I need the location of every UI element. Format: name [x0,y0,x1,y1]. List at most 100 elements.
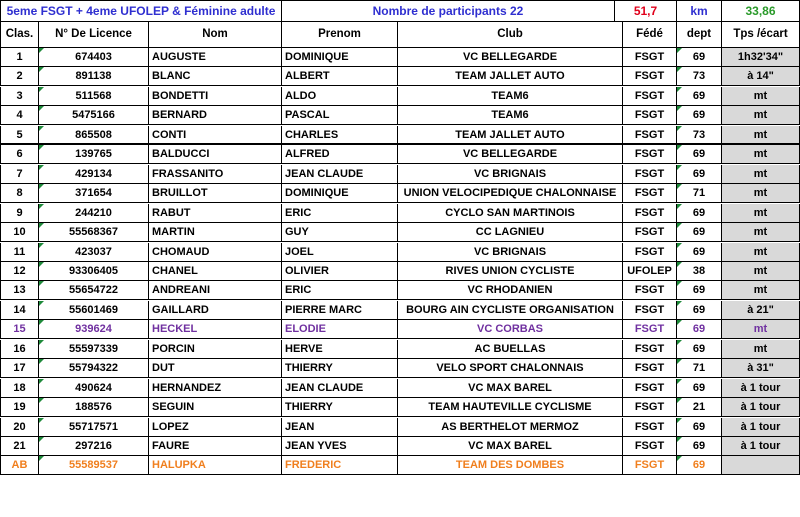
cell-licence: 55589537 [39,456,149,476]
cell-prenom: JEAN CLAUDE [282,164,398,184]
cell-nom: BLANC [149,67,282,87]
cell-licence: 490624 [39,378,149,398]
distance-value: 51,7 [615,0,677,22]
cell-dept: 69 [677,437,722,456]
cell-dept: 69 [677,456,722,476]
cell-club: RIVES UNION CYCLISTE [398,261,623,281]
cell-nom: LOPEZ [149,417,282,437]
cell-nom: MARTIN [149,223,282,243]
cell-club: UNION VELOCIPEDIQUE CHALONNAISE [398,184,623,204]
table-row: 19 188576 SEGUIN THIERRY TEAM HAUTEVILLE CYC… [0,398,800,418]
cell-licence: 55794322 [39,359,149,379]
cell-nom: HERNANDEZ [149,378,282,398]
cell-prenom: THIERRY [282,398,398,418]
cell-dept: 69 [677,106,722,126]
table-row: 6 139765 BALDUCCI ALFRED VC BELLEGARDE FSGT 69… [0,145,800,165]
cell-fede: FSGT [623,223,677,243]
cell-licence: 244210 [39,203,149,223]
table-row: 16 55597339 PORCIN HERVE AC BUELLAS FSGT 69 mt [0,339,800,359]
cell-prenom: ERIC [282,203,398,223]
cell-clas: 7 [0,164,39,184]
table-row: 18 490624 HERNANDEZ JEAN CLAUDE VC MAX BAREL… [0,378,800,398]
cell-fede: FSGT [623,242,677,262]
cell-fede: FSGT [623,300,677,320]
participants-count: Nombre de participants 22 [282,0,615,22]
cell-club: VC MAX BAREL [398,437,623,456]
cell-clas: 4 [0,106,39,126]
cell-clas: 2 [0,67,39,87]
table-row: 4 5475166 BERNARD PASCAL TEAM6 FSGT 69 mt [0,106,800,126]
cell-tps: mt [722,281,800,301]
cell-dept: 69 [677,223,722,243]
table-row: 10 55568367 MARTIN GUY CC LAGNIEU FSGT 69 mt [0,223,800,243]
cell-licence: 55717571 [39,417,149,437]
cell-fede: FSGT [623,359,677,379]
cell-fede: FSGT [623,48,677,67]
cell-club: CC LAGNIEU [398,223,623,243]
header-club: Club [398,22,623,48]
cell-nom: SEGUIN [149,398,282,418]
cell-prenom: JOEL [282,242,398,262]
cell-fede: FSGT [623,378,677,398]
cell-licence: 511568 [39,86,149,106]
cell-dept: 71 [677,359,722,379]
cell-nom: DUT [149,359,282,379]
cell-clas: 6 [0,145,39,165]
cell-licence: 188576 [39,398,149,418]
cell-tps: à 14" [722,67,800,87]
cell-prenom: JEAN [282,417,398,437]
cell-licence: 429134 [39,164,149,184]
table-row: 9 244210 RABUT ERIC CYCLO SAN MARTINOIS FSGT 6… [0,203,800,223]
table-row: 21 297216 FAURE JEAN YVES VC MAX BAREL FSGT 69… [0,437,800,456]
cell-dept: 69 [677,320,722,340]
cell-licence: 297216 [39,437,149,456]
cell-prenom: GUY [282,223,398,243]
cell-dept: 21 [677,398,722,418]
cell-fede: FSGT [623,125,677,145]
cell-prenom: CHARLES [282,125,398,145]
cell-fede: FSGT [623,456,677,476]
cell-fede: FSGT [623,184,677,204]
cell-clas: 5 [0,125,39,145]
cell-licence: 55568367 [39,223,149,243]
table-row: 5 865508 CONTI CHARLES TEAM JALLET AUTO FSGT 7… [0,125,800,145]
cell-nom: AUGUSTE [149,48,282,67]
cell-dept: 69 [677,242,722,262]
cell-licence: 865508 [39,125,149,145]
cell-nom: BALDUCCI [149,145,282,165]
cell-clas: 10 [0,223,39,243]
cell-tps: mt [722,320,800,340]
cell-nom: BERNARD [149,106,282,126]
cell-tps: mt [722,339,800,359]
cell-club: AC BUELLAS [398,339,623,359]
cell-dept: 69 [677,48,722,67]
cell-clas: 11 [0,242,39,262]
cell-club: TEAM6 [398,106,623,126]
cell-fede: FSGT [623,281,677,301]
cell-club: CYCLO SAN MARTINOIS [398,203,623,223]
cell-dept: 38 [677,261,722,281]
cell-fede: FSGT [623,106,677,126]
cell-prenom: FREDERIC [282,456,398,476]
cell-licence: 55597339 [39,339,149,359]
cell-nom: GAILLARD [149,300,282,320]
cell-clas: 15 [0,320,39,340]
cell-club: TEAM JALLET AUTO [398,67,623,87]
cell-nom: BONDETTI [149,86,282,106]
title-bar: 5eme FSGT + 4eme UFOLEP & Féminine adult… [0,0,800,22]
cell-licence: 55601469 [39,300,149,320]
cell-licence: 891138 [39,67,149,87]
header-licence: N° De Licence [39,22,149,48]
header-clas: Clas. [0,22,39,48]
cell-prenom: OLIVIER [282,261,398,281]
cell-tps: mt [722,106,800,126]
table-row: 2 891138 BLANC ALBERT TEAM JALLET AUTO FSGT 73… [0,67,800,87]
cell-fede: FSGT [623,339,677,359]
table-row: AB 55589537 HALUPKA FREDERIC TEAM DES DOMBES… [0,456,800,476]
header-fede: Fédé [623,22,677,48]
cell-clas: 19 [0,398,39,418]
table-row: 15 939624 HECKEL ELODIE VC CORBAS FSGT 69 mt [0,320,800,340]
table-row: 14 55601469 GAILLARD PIERRE MARC BOURG AIN C… [0,300,800,320]
cell-fede: FSGT [623,417,677,437]
table-row: 7 429134 FRASSANITO JEAN CLAUDE VC BRIGNAIS F… [0,164,800,184]
